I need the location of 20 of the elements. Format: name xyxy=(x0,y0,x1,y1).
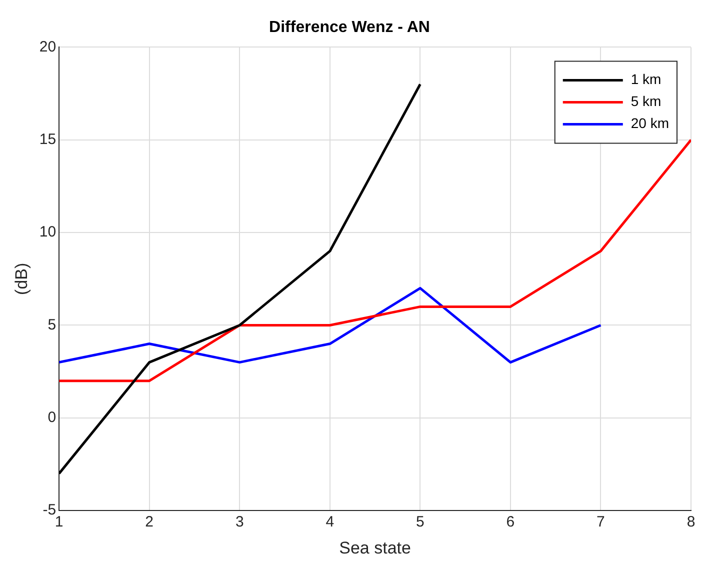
y-tick-label: 10 xyxy=(39,224,56,241)
legend-label: 5 km xyxy=(630,93,662,110)
x-tick-label: 7 xyxy=(596,514,605,531)
y-tick-label: 20 xyxy=(39,38,56,56)
chart-title: Difference Wenz - AN xyxy=(269,19,430,36)
x-tick-label: 6 xyxy=(506,514,515,531)
x-tick-label: 1 xyxy=(54,514,64,531)
legend-label: 20 km xyxy=(630,115,669,132)
x-tick-label: 5 xyxy=(416,514,424,531)
y-tick-label: 0 xyxy=(48,409,56,426)
y-tick-label: 15 xyxy=(39,131,56,148)
x-axis-title: Sea state xyxy=(339,538,411,558)
y-axis-title: (dB) xyxy=(12,262,31,295)
legend-label: 1 km xyxy=(630,71,662,88)
x-tick-label: 4 xyxy=(326,514,334,531)
x-tick-label: 2 xyxy=(145,514,154,531)
y-tick-label: 5 xyxy=(48,316,56,334)
x-tick-label: 8 xyxy=(686,514,696,531)
y-tick-label: -5 xyxy=(42,502,56,519)
x-tick-label: 3 xyxy=(235,514,244,531)
